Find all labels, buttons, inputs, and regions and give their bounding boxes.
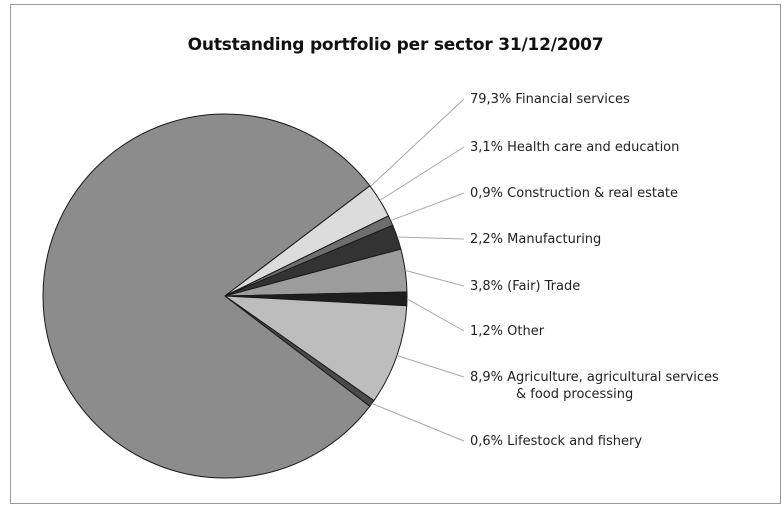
slice-label: 0,6% Lifestock and fishery	[470, 434, 642, 449]
slice-label: 1,2% Other	[470, 324, 545, 339]
slice-label-line: 0,9% Construction & real estate	[470, 186, 678, 201]
leader-line	[379, 146, 465, 201]
slice-label: 2,2% Manufacturing	[470, 232, 601, 247]
slice-label: 8,9% Agriculture, agricultural services &…	[470, 370, 719, 402]
leader-line	[406, 298, 465, 332]
slice-label-line: 1,2% Other	[470, 324, 545, 339]
leader-line	[370, 98, 465, 187]
leader-line	[396, 355, 465, 378]
leader-line	[405, 269, 465, 287]
slice-label-line: 0,6% Lifestock and fishery	[470, 434, 642, 449]
slice-label: 3,1% Health care and education	[470, 140, 679, 155]
slice-label-line: 8,9% Agriculture, agricultural services	[470, 370, 719, 385]
slice-label: 79,3% Financial services	[470, 92, 630, 107]
slice-label-line: 3,1% Health care and education	[470, 140, 679, 155]
slice-label: 0,9% Construction & real estate	[470, 186, 678, 201]
leader-line	[390, 192, 465, 222]
chart-title: Outstanding portfolio per sector 31/12/2…	[187, 35, 604, 55]
leader-line	[397, 236, 465, 240]
slice-label-line: & food processing	[516, 387, 633, 402]
slice-label-line: 3,8% (Fair) Trade	[470, 279, 580, 294]
slice-label-line: 79,3% Financial services	[470, 92, 630, 107]
slice-label: 3,8% (Fair) Trade	[470, 279, 580, 294]
slice-label-line: 2,2% Manufacturing	[470, 232, 601, 247]
pie-slice-financial-services	[42, 113, 371, 479]
leader-line	[371, 402, 465, 442]
